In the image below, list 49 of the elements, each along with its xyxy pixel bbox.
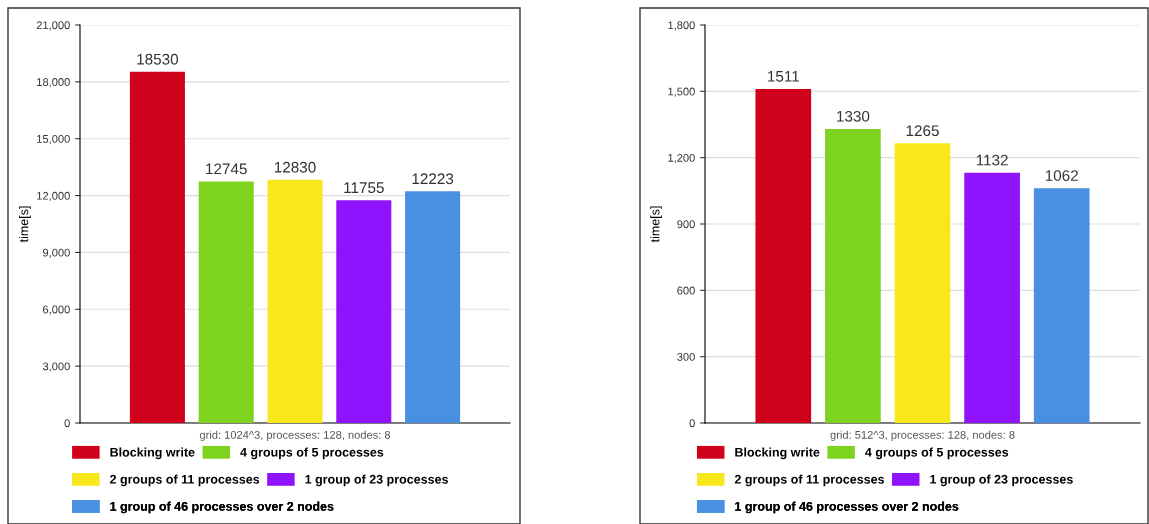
bar — [755, 88, 812, 423]
legend-label: 2 groups of 11 processes — [734, 474, 884, 487]
legend-label: 4 groups of 5 processes — [865, 447, 1009, 460]
data-label: 1511 — [768, 71, 799, 82]
bar — [964, 172, 1020, 423]
bar — [198, 181, 254, 423]
y-tick-label: 1,800 — [668, 21, 695, 31]
legend-label: 2 groups of 11 processes — [110, 474, 260, 487]
legend-label: 1 group of 23 processes — [930, 474, 1073, 487]
bar — [267, 179, 323, 423]
x-axis-title: grid: 512^3, processes: 128, nodes: 8 — [830, 430, 1015, 441]
data-label: 1062 — [1045, 170, 1078, 181]
data-label: 1132 — [976, 154, 1008, 166]
y-tick-label: 300 — [677, 352, 695, 361]
data-label: 11755 — [344, 182, 384, 194]
x-axis-title: grid: 1024^3, processes: 128, nodes: 8 — [199, 430, 391, 441]
y-tick-label: 21,000 — [36, 21, 70, 31]
legend-label: 1 group of 46 processes over 2 nodes — [110, 501, 334, 514]
y-tick-label: 0 — [64, 419, 70, 428]
data-label: 12830 — [274, 161, 316, 173]
y-axis-title: time[s] — [650, 206, 662, 243]
y-tick-label: 3,000 — [42, 362, 70, 372]
legend-label: Blocking write — [110, 447, 195, 460]
y-tick-label: 12,000 — [37, 191, 70, 202]
bar — [1033, 188, 1090, 423]
y-axis-title: time[s] — [19, 206, 31, 243]
legend-label: 1 group of 46 processes over 2 nodes — [735, 501, 959, 514]
data-label: 1330 — [837, 110, 870, 122]
bar — [129, 71, 185, 423]
y-tick-label: 1,500 — [668, 87, 695, 97]
y-tick-label: 6,000 — [43, 305, 70, 315]
bar — [894, 143, 951, 423]
bar — [405, 191, 461, 423]
y-tick-label: 15,000 — [37, 134, 70, 145]
data-label: 18530 — [137, 53, 179, 65]
y-tick-label: 900 — [677, 220, 695, 229]
y-tick-label: 9,000 — [43, 248, 70, 258]
bar — [336, 200, 392, 423]
y-tick-label: 18,000 — [37, 78, 70, 88]
y-tick-label: 1,200 — [668, 153, 695, 164]
data-label: 1265 — [906, 125, 939, 137]
legend-label: 1 group of 23 processes — [305, 474, 448, 487]
bar — [825, 128, 881, 423]
legend-label: 4 groups of 5 processes — [240, 447, 384, 460]
data-label: 12745 — [206, 163, 247, 175]
y-tick-label: 600 — [677, 286, 695, 295]
legend-label: Blocking write — [735, 447, 820, 460]
data-label: 12223 — [412, 173, 454, 185]
y-tick-label: 0 — [689, 419, 695, 428]
